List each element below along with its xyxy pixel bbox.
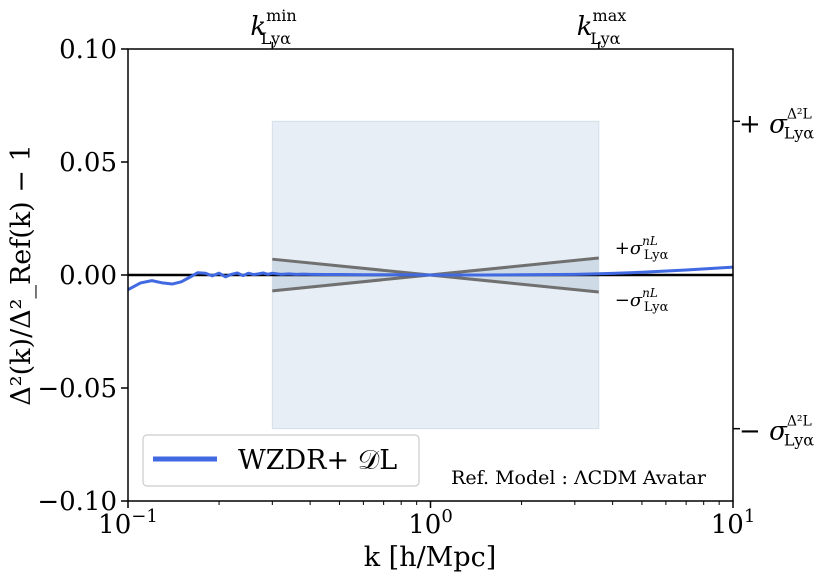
series-line-0 <box>127 265 734 292</box>
y-tick-label: 0.00 <box>59 261 117 291</box>
y-tick-label: 0.10 <box>59 35 117 65</box>
y-axis-label: Δ²(k)/Δ²_Ref(k) − 1 <box>6 144 37 405</box>
x-tick-label: 101 <box>711 506 756 540</box>
reference-model-annotation: Ref. Model : ΛCDM Avatar <box>451 467 707 489</box>
x-axis-ticks: 10−1 100 101 <box>98 501 755 540</box>
slope-label-positive: +σnL Lyα <box>615 234 669 263</box>
x-axis-label: k [h/Mpc] <box>364 542 497 573</box>
y-tick-label: −0.05 <box>37 374 117 404</box>
x-tick-label: 100 <box>408 506 453 540</box>
legend-box <box>142 434 420 487</box>
right-tick-label: + σΔ²L Lyα <box>739 106 814 142</box>
right-tick-label: − σΔ²L Lyα <box>739 414 814 450</box>
y-tick-label: 0.05 <box>59 148 117 178</box>
slope-label-negative: −σnL Lyα <box>615 286 669 315</box>
top-tick-label: kmin Lyα <box>250 6 296 48</box>
top-axis-ticks: kmin Lyα kmax Lyα <box>250 6 626 49</box>
right-axis-ticks: + σΔ²L Lyα − σΔ²L Lyα <box>733 106 814 450</box>
legend-label: WZDR+ 𝒟L <box>238 445 397 476</box>
y-axis-ticks: −0.10 −0.05 0.00 0.05 0.10 <box>37 35 128 517</box>
x-tick-label: 10−1 <box>98 506 158 540</box>
legend: WZDR+ 𝒟L <box>142 434 420 487</box>
y-tick-label: −0.10 <box>37 487 117 517</box>
slope-labels: +σnL Lyα −σnL Lyα <box>615 234 669 315</box>
top-tick-label: kmax Lyα <box>577 6 627 48</box>
series-lines <box>127 265 734 292</box>
